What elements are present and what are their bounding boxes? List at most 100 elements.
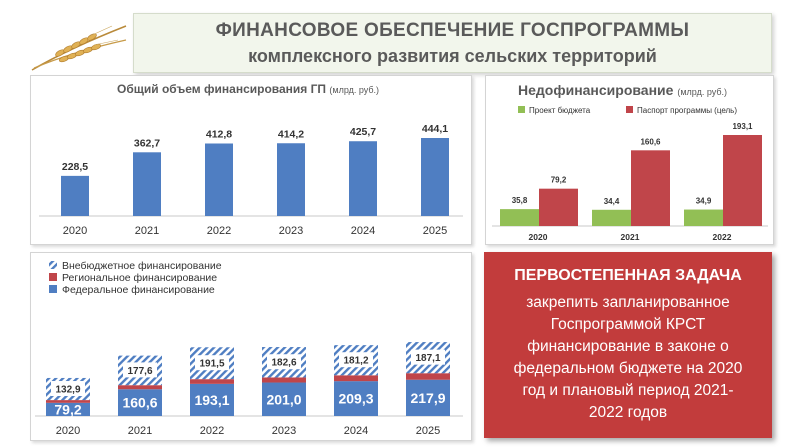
extrabudget-label-box: [51, 381, 85, 397]
total-x-tick-label: 2025: [423, 225, 447, 237]
underfunding-value-label: 34,9: [696, 197, 712, 206]
program-passport-bar: [539, 188, 578, 226]
budget-project-bar: [684, 209, 723, 226]
priority-task-box: ПЕРВОСТЕПЕННАЯ ЗАДАЧА закрепить запланир…: [484, 252, 772, 438]
legend-swatch: [626, 106, 633, 113]
structure-x-tick-label: 2024: [344, 425, 368, 437]
regional-bar-segment: [190, 379, 234, 384]
federal-bar-segment: [334, 381, 378, 416]
federal-value-label: 217,9: [410, 390, 445, 406]
federal-value-label: 201,0: [266, 391, 301, 407]
total-bar-value-label: 425,7: [350, 126, 376, 138]
federal-value-label: 209,3: [338, 391, 373, 407]
total-bar-value-label: 228,5: [62, 161, 88, 173]
underfunding-x-tick-label: 2022: [713, 232, 732, 242]
budget-project-bar: [592, 209, 631, 226]
total-bar-value-label: 444,1: [422, 123, 448, 135]
underfunding-chart-unit: (млрд. руб.): [677, 87, 727, 97]
extrabudget-value-label: 181,2: [343, 356, 368, 367]
federal-value-label: 160,6: [122, 395, 157, 411]
legend-swatch: [518, 106, 525, 113]
underfunding-value-label: 35,8: [512, 196, 528, 205]
budget-project-bar: [500, 209, 539, 226]
financing-structure-chart: Внебюджетное финансированиеРегиональное …: [35, 260, 463, 437]
extrabudget-label-box: [267, 354, 301, 370]
regional-bar-segment: [262, 377, 306, 383]
total-x-tick-label: 2021: [135, 225, 159, 237]
priority-task-line: Госпрограммой КРСТ: [550, 316, 706, 333]
underfunding-title-wrap: Недофинансирование (млрд. руб.): [518, 82, 727, 98]
header-banner: ФИНАНСОВОЕ ОБЕСПЕЧЕНИЕ ГОСПРОГРАММЫ комп…: [133, 13, 772, 73]
extrabudget-value-label: 182,6: [271, 358, 296, 369]
underfunding-panel: Недофинансирование (млрд. руб.) Проект б…: [485, 75, 774, 245]
structure-x-tick-label: 2023: [272, 425, 296, 437]
priority-task-line: закрепить запланированное: [526, 294, 730, 311]
priority-task-heading: ПЕРВОСТЕПЕННАЯ ЗАДАЧА: [514, 267, 742, 284]
legend-label: Региональное финансирование: [62, 272, 217, 284]
total-x-tick-label: 2023: [279, 225, 303, 237]
total-bar: [61, 175, 89, 216]
underfunding-x-tick-label: 2021: [621, 232, 640, 242]
program-passport-bar: [631, 150, 670, 226]
underfunding-value-label: 193,1: [732, 122, 753, 131]
legend-label: Федеральное финансирование: [62, 284, 215, 296]
federal-bar-segment: [262, 382, 306, 416]
federal-bar-segment: [46, 402, 90, 416]
underfunding-x-tick-label: 2020: [529, 232, 548, 242]
legend-swatch: [49, 285, 57, 293]
extrabudget-value-label: 191,5: [199, 359, 224, 370]
regional-bar-segment: [46, 400, 90, 403]
extrabudget-value-label: 187,1: [415, 353, 440, 364]
extrabudget-label-box: [195, 355, 229, 371]
total-bar: [205, 143, 233, 216]
structure-x-tick-label: 2021: [128, 425, 152, 437]
total-x-tick-label: 2020: [63, 225, 87, 237]
total-chart-title-wrap: Общий объем финансирования ГП (млрд. руб…: [117, 82, 379, 96]
structure-x-tick-label: 2025: [416, 425, 440, 437]
extrabudget-label-box: [339, 352, 373, 368]
underfunding-chart: Проект бюджета Паспорт программы (цель) 35…: [492, 106, 768, 242]
financing-structure-panel: Внебюджетное финансирование Региональное …: [30, 252, 472, 441]
regional-bar-segment: [406, 373, 450, 380]
total-bar: [349, 141, 377, 216]
total-financing-panel: Общий объем финансирования ГП (млрд. руб…: [30, 75, 472, 245]
federal-bar-segment: [190, 383, 234, 416]
total-financing-chart: 228,5 2020 362,7 2021 412,8 2022 414,2 2023 425,…: [39, 123, 463, 237]
structure-x-tick-label: 2022: [200, 425, 224, 437]
program-passport-bar: [723, 135, 762, 226]
underfunding-value-label: 160,6: [640, 137, 661, 146]
priority-task-text: закрепить запланированное Госпрограммой …: [496, 292, 760, 424]
legend-label: Проект бюджета: [529, 106, 591, 115]
underfunding-value-label: 79,2: [551, 176, 567, 185]
federal-value-label: 79,2: [54, 401, 81, 417]
federal-bar-segment: [406, 379, 450, 416]
legend-label: Паспорт программы (цель): [637, 106, 737, 115]
extrabudget-label-box: [123, 362, 157, 378]
total-x-tick-label: 2024: [351, 225, 375, 237]
underfunding-value-label: 34,4: [604, 197, 620, 206]
page-title: ФИНАНСОВОЕ ОБЕСПЕЧЕНИЕ ГОСПРОГРАММЫ: [215, 20, 690, 41]
legend-label: Внебюджетное финансирование: [62, 260, 222, 272]
priority-task-line: 2022 годов: [588, 404, 668, 421]
total-chart-unit: (млрд. руб.): [329, 85, 380, 95]
regional-bar-segment: [118, 385, 162, 390]
total-bar-value-label: 414,2: [278, 128, 304, 140]
underfunding-chart-title: Недофинансирование: [518, 82, 674, 98]
extrabudget-value-label: 177,6: [127, 366, 152, 377]
extrabudget-label-box: [411, 349, 445, 365]
total-bar: [421, 138, 449, 216]
legend-swatch: [49, 273, 57, 281]
total-x-tick-label: 2022: [207, 225, 231, 237]
federal-value-label: 193,1: [194, 392, 229, 408]
regional-bar-segment: [334, 375, 378, 382]
legend-swatch: [49, 261, 57, 269]
priority-task-line: федеральном бюджете на 2020: [513, 360, 743, 377]
extrabudget-value-label: 132,9: [55, 385, 80, 396]
priority-task-line: год и плановый период 2021-: [522, 382, 734, 399]
total-bar-value-label: 412,8: [206, 128, 232, 140]
priority-task-line: финансирование в законе о: [527, 338, 729, 355]
total-chart-title: Общий объем финансирования ГП: [117, 82, 327, 96]
page-subtitle: комплексного развития сельских территори…: [248, 46, 657, 66]
federal-bar-segment: [118, 389, 162, 416]
structure-x-tick-label: 2020: [56, 425, 80, 437]
